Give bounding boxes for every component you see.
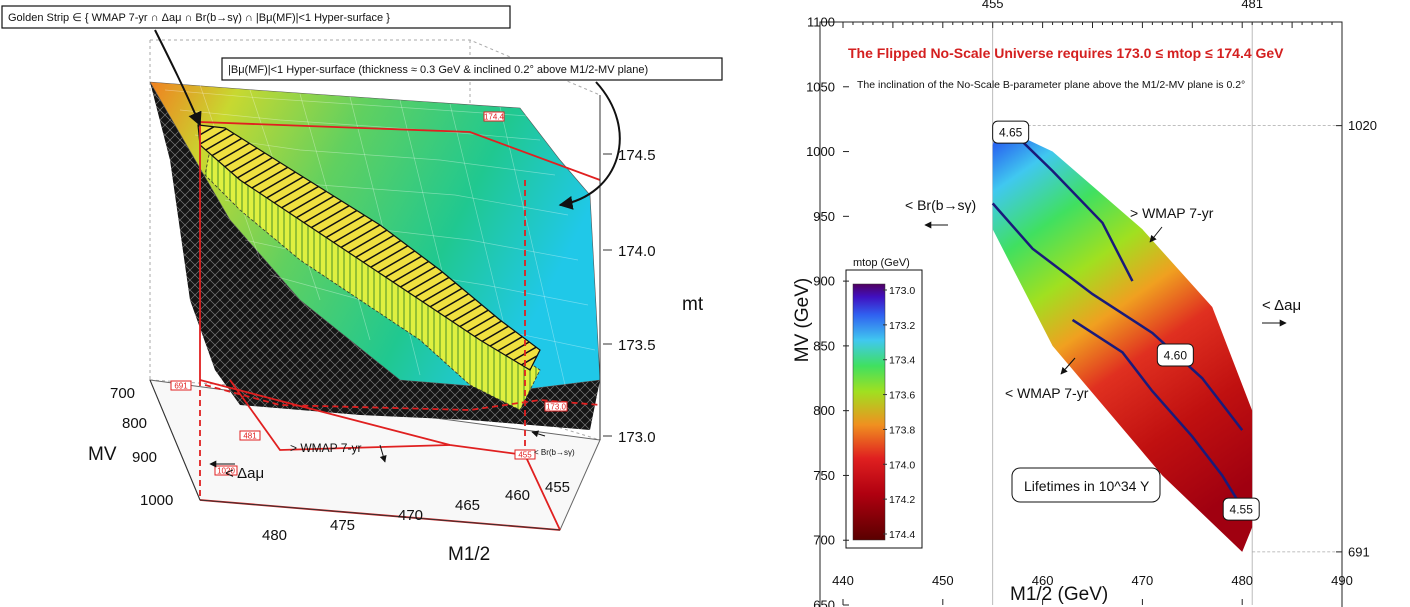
ann-wmap-gt: > WMAP 7-yr: [1130, 205, 1214, 221]
golden-strip-label: Golden Strip ∈ { WMAP 7-yr ∩ Δaμ ∩ Br(b→…: [8, 12, 390, 24]
x-tick: 470: [398, 507, 423, 524]
y-tick-label: 650: [813, 598, 835, 607]
y-ticks: 650 700 750 800 850 900 950 1000 1050 1100: [806, 15, 849, 607]
floor-ann-br: < Br(b→sγ): [534, 448, 575, 457]
right-tick-label: 1020: [1348, 118, 1377, 133]
hypersurface-label: |Bμ(MF)|<1 Hyper-surface (thickness ≈ 0.…: [228, 64, 648, 76]
colorbar-tick: 173.2: [889, 320, 915, 332]
x-tick-label: 480: [1231, 573, 1253, 588]
golden-strip: [197, 124, 541, 371]
ann-damu: < Δaμ: [1262, 297, 1301, 314]
allowed-region: [992, 125, 1253, 552]
floor-ann-damu: < Δaμ: [225, 465, 264, 482]
red-tags: 174.4 691 173.0 481 455 1020: [170, 111, 568, 476]
lifetimes-label: Lifetimes in 10^34 Y: [1024, 478, 1150, 494]
top-ticks: 455 481: [842, 0, 1343, 28]
z-tick: 174.5: [618, 147, 656, 164]
x-tick-label: 440: [832, 573, 854, 588]
right-tick-label: 691: [1348, 544, 1370, 559]
chart-title: The Flipped No-Scale Universe requires 1…: [848, 45, 1284, 61]
y-axis-label: MV: [88, 444, 117, 465]
floor-ann-wmap: > WMAP 7-yr: [290, 441, 361, 455]
contour-line: [1071, 318, 1244, 509]
right-ticks: 1020 691: [1336, 118, 1377, 559]
y-tick-label: 750: [813, 468, 835, 483]
contour-label: 4.55: [1222, 497, 1260, 521]
tag-1744: 174.4: [484, 113, 505, 122]
tag-691: 691: [174, 382, 188, 391]
x-axis-label: M1/2: [448, 544, 490, 565]
y-axis: 700 800 900 1000 MV: [88, 379, 201, 509]
y-tick-label: 1000: [806, 144, 835, 159]
x-tick: 480: [262, 527, 287, 544]
ann-br: < Br(b→sγ): [905, 197, 976, 213]
ann-wmap-lt: < WMAP 7-yr: [1005, 385, 1089, 401]
colorbar-tick: 173.4: [889, 355, 915, 367]
x-tick: 475: [330, 517, 355, 534]
svg-text:4.60: 4.60: [1164, 348, 1188, 362]
y-tick-label: 1050: [806, 79, 835, 94]
contour-label: 4.60: [1156, 343, 1194, 367]
y-axis-label: MV (GeV): [792, 278, 813, 362]
x-tick-label: 470: [1132, 573, 1154, 588]
colorbar-tick: 173.6: [889, 390, 915, 402]
y-tick: 700: [110, 385, 135, 402]
contours: [991, 131, 1244, 509]
x-tick: 455: [545, 479, 570, 496]
contour-label: 4.65: [992, 120, 1030, 144]
top-tick-label: 455: [982, 0, 1004, 11]
colorbar-tick: 174.2: [889, 494, 915, 506]
svg-text:4.55: 4.55: [1230, 503, 1254, 517]
x-tick-label: 490: [1331, 573, 1353, 588]
contour-line: [991, 202, 1244, 431]
y-tick-label: 900: [813, 274, 835, 289]
top-tick-label: 481: [1241, 0, 1263, 11]
right-panel-heatmap: 4.65 4.60 4.55 The Flipped No-Scale Univer…: [792, 0, 1377, 607]
colorbar-tick: 173.8: [889, 424, 915, 436]
tag-1020: 1020: [217, 467, 235, 476]
contour-line: [1011, 131, 1134, 282]
surface-underside: [150, 82, 600, 430]
x-tick-label: 460: [1032, 573, 1054, 588]
y-tick-label: 800: [813, 403, 835, 418]
left-panel-3d: 174.4 691 173.0 481 455 1020 > WMAP 7-yr…: [1, 5, 723, 565]
contour-labels: 4.65 4.60 4.55: [992, 120, 1260, 521]
y-tick: 900: [132, 449, 157, 466]
x-axis-label: M1/2 (GeV): [1010, 584, 1108, 605]
y-tick-label: 850: [813, 338, 835, 353]
x-tick-label: 450: [932, 573, 954, 588]
y-tick-label: 950: [813, 209, 835, 224]
colorbar-tick: 173.0: [889, 285, 915, 297]
colorbar: mtop (GeV) 173.0 173.2 173.4 173.6 173.8 174.…: [845, 257, 923, 549]
z-tick: 174.0: [618, 243, 656, 260]
chart-subtitle: The inclination of the No-Scale B-parame…: [857, 79, 1245, 91]
colorbar-tick: 174.0: [889, 459, 915, 471]
x-ticks: 440 450 460 470 480 490: [832, 573, 1353, 605]
y-tick-label: 700: [813, 533, 835, 548]
x-axis: 480 475 470 465 460 455 M1/2: [199, 479, 570, 565]
colorbar-tick: 174.4: [889, 529, 915, 541]
y-tick: 800: [122, 415, 147, 432]
x-tick: 460: [505, 487, 530, 504]
z-tick: 173.5: [618, 337, 656, 354]
z-axis: 174.5 174.0 173.5 173.0 mt: [599, 95, 704, 446]
z-axis-label: mt: [682, 294, 704, 315]
colorbar-label: mtop (GeV): [853, 257, 910, 269]
tag-481: 481: [243, 432, 257, 441]
tag-455: 455: [518, 451, 532, 460]
tag-1730: 173.0: [546, 403, 567, 412]
y-tick-label: 1100: [807, 15, 835, 30]
z-tick: 173.0: [618, 429, 656, 446]
svg-text:4.65: 4.65: [999, 126, 1023, 140]
x-tick: 465: [455, 497, 480, 514]
y-tick: 1000: [140, 492, 173, 509]
